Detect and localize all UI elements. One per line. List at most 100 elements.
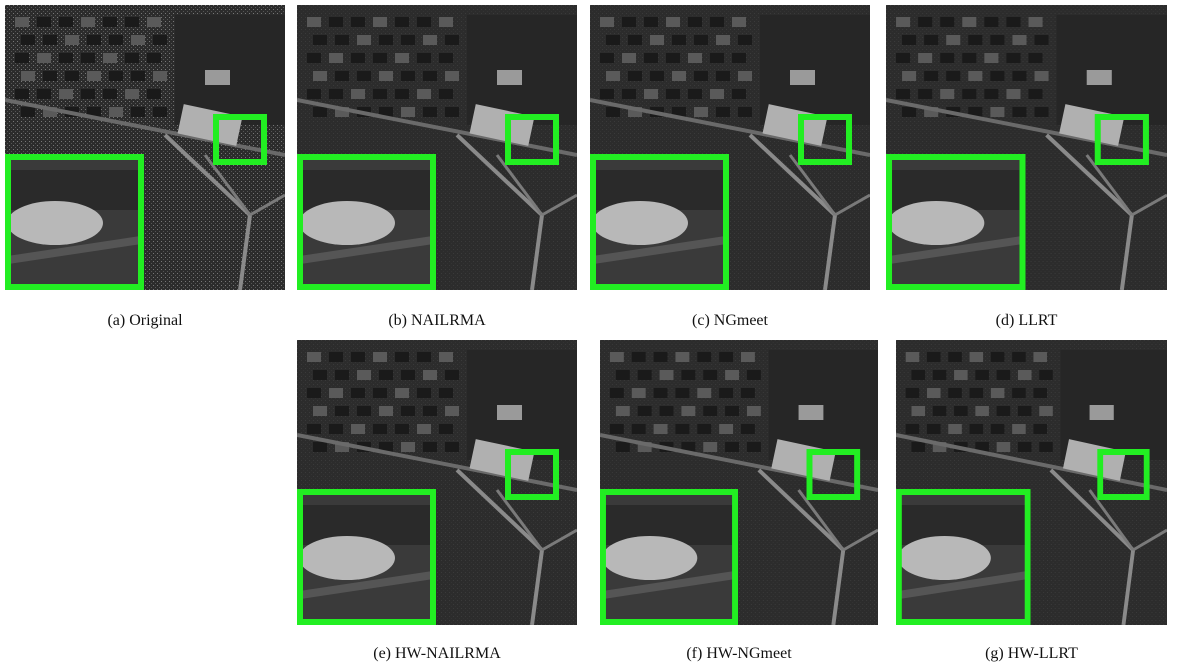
building [962,17,976,27]
building [373,53,387,63]
figure: {"figure": {"panels": [ {"caption": "(a)… [0,0,1182,668]
building [147,17,161,27]
building [313,71,327,81]
building [109,107,123,117]
building [694,35,708,45]
building [109,35,123,45]
building [395,89,409,99]
building [906,424,920,434]
building [747,406,761,416]
caption: (d) LLRT [886,312,1167,330]
caption: (b) NAILRMA [297,312,577,330]
building [1006,89,1020,99]
building [395,388,409,398]
inset-blob [898,536,991,580]
building [660,370,674,380]
building [710,53,724,63]
building [638,406,652,416]
building [997,442,1011,452]
building [313,442,327,452]
image [297,340,577,625]
building [738,35,752,45]
caption: (a) Original [5,312,285,330]
building [725,370,739,380]
building [15,17,29,27]
building [103,89,117,99]
building [666,17,680,27]
building [650,71,664,81]
building [632,388,646,398]
building [654,424,668,434]
building [59,89,73,99]
building [351,388,365,398]
building [147,89,161,99]
building [688,89,702,99]
building [616,442,630,452]
building [351,53,365,63]
building [423,442,437,452]
caption: (e) HW-NAILRMA [297,645,577,663]
building [497,70,522,85]
building [1029,89,1043,99]
building [335,370,349,380]
building [423,35,437,45]
building [373,352,387,362]
building [990,35,1004,45]
caption: (f) HW-NGmeet [600,645,878,663]
building [401,442,415,452]
building [313,35,327,45]
building [672,71,686,81]
inset-blob [888,201,984,245]
building [351,89,365,99]
building [688,53,702,63]
building [395,352,409,362]
building [395,424,409,434]
building [1039,370,1053,380]
panel [886,5,1167,290]
building [644,17,658,27]
building [125,53,139,63]
panel [5,5,285,290]
building [335,71,349,81]
building [417,424,431,434]
building [313,107,327,117]
building [87,35,101,45]
building [933,406,947,416]
building [1033,388,1047,398]
building [395,17,409,27]
building [1012,388,1026,398]
building [790,70,815,85]
building [610,388,624,398]
building [379,370,393,380]
building [616,406,630,416]
building [946,35,960,45]
building [1090,405,1114,420]
building [1039,442,1053,452]
building [395,53,409,63]
building [1012,352,1026,362]
image [896,340,1167,625]
building [896,53,910,63]
building [401,406,415,416]
building [379,35,393,45]
building [638,370,652,380]
building [329,89,343,99]
building [335,35,349,45]
building [1018,406,1032,416]
building [991,388,1005,398]
building [622,89,636,99]
inset-blob [299,201,395,245]
building [924,71,938,81]
building [307,17,321,27]
building [991,424,1005,434]
building [329,388,343,398]
building [725,442,739,452]
building [307,424,321,434]
image [590,5,870,290]
building [43,35,57,45]
building [329,53,343,63]
building [710,89,724,99]
building [940,17,954,27]
building [1033,352,1047,362]
building [600,17,614,27]
